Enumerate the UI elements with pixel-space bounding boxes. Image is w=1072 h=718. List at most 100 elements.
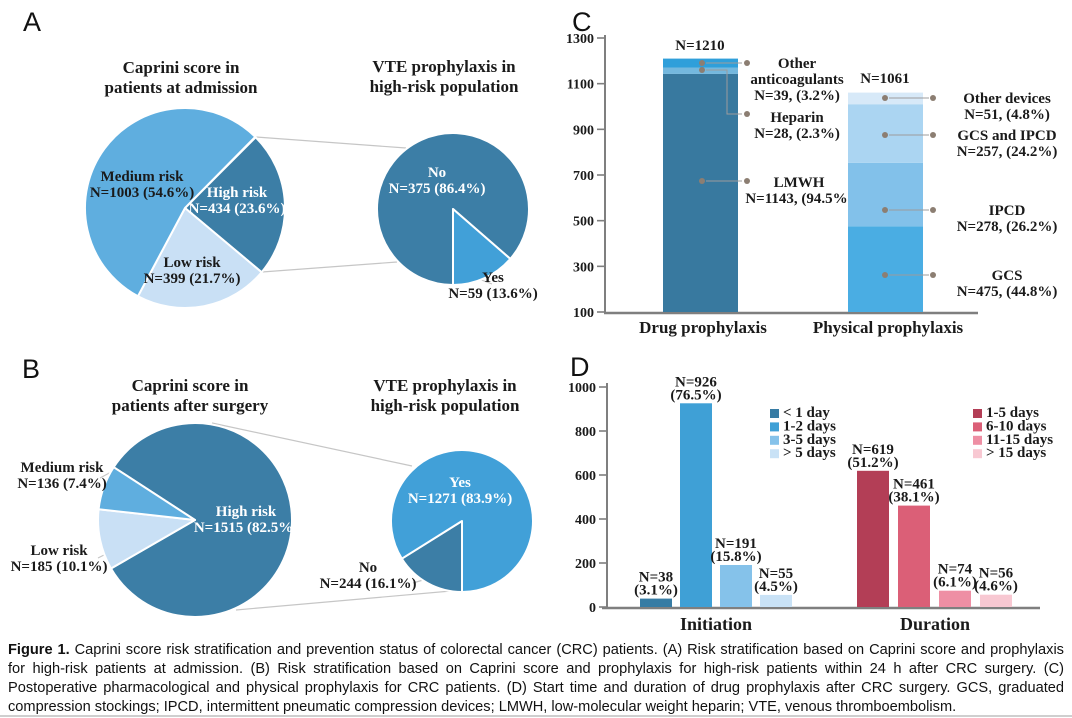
- slice-label-no: No: [428, 165, 446, 181]
- slice-value-low-risk: N=399 (21.7%): [144, 271, 241, 287]
- y-tick-label: 0: [589, 601, 596, 616]
- annotation-dot: [882, 132, 888, 138]
- group-label-duration: Duration: [900, 614, 970, 634]
- pie-title: VTE prophylaxis in: [373, 376, 517, 395]
- link-line: [211, 422, 413, 467]
- legend-swatch--15-days: [973, 449, 982, 459]
- bar-pct--1-day: (3.1%): [634, 583, 678, 599]
- pie-slice-low-risk: [136, 207, 263, 309]
- caption-prefix: Figure 1.: [8, 642, 70, 658]
- slice-label-low-risk: Low risk: [163, 255, 221, 271]
- annotation-text-gcs: N=475, (44.8%): [957, 284, 1058, 300]
- slice-value-no: N=244 (16.1%): [320, 576, 417, 592]
- legend-swatch--1-day: [770, 409, 779, 418]
- pie-title: VTE prophylaxis in: [372, 57, 516, 76]
- bar-value-11-15-days: N=74: [938, 562, 973, 578]
- annotation-text-gcs-and-ipcd: GCS and IPCD: [957, 128, 1056, 144]
- bar-pct--15-days: (4.6%): [974, 579, 1018, 595]
- annotation-text-heparin: Heparin: [770, 110, 824, 126]
- y-tick-label: 200: [575, 557, 596, 572]
- slice-label-high-risk: High risk: [216, 504, 277, 520]
- category-label-drug-prophylaxis: Drug prophylaxis: [639, 318, 767, 337]
- slice-label-high-risk: High risk: [207, 185, 268, 201]
- annotation-dot: [699, 60, 705, 66]
- pie-title: Caprini score in: [123, 58, 240, 77]
- pie-slice-medium-risk: [84, 107, 257, 298]
- slice-value-no: N=375 (86.4%): [389, 181, 486, 197]
- slice-label-medium-risk: Medium risk: [101, 169, 185, 185]
- slice-value-yes: N=59 (13.6%): [448, 286, 537, 302]
- slice-label-no: No: [359, 560, 377, 576]
- pie-title: Caprini score in: [132, 376, 249, 395]
- y-tick-label: 300: [573, 260, 594, 275]
- y-tick-label: 900: [573, 123, 594, 138]
- annotation-text-other-anticoagulants: N=39, (3.2%): [754, 88, 840, 104]
- legend-label-3-5-days: 3-5 days: [783, 432, 836, 448]
- link-line: [235, 590, 452, 611]
- legend-swatch-1-5-days: [973, 409, 982, 418]
- legend-swatch-6-10-days: [973, 422, 982, 432]
- legend-label-11-15-days: 11-15 days: [986, 432, 1053, 448]
- annotation-text-other-devices: Other devices: [963, 91, 1051, 107]
- annotation-text-ipcd: IPCD: [989, 203, 1026, 219]
- annotation-text-heparin: N=28, (2.3%): [754, 126, 840, 142]
- bar-initiation-1-2-days: [680, 403, 712, 607]
- panel-c-stacked-bar-chart: 100 300 500 700 900 1100 1300 N=1210 Drug prophy…: [566, 32, 1058, 337]
- slice-value-high-risk: N=1515 (82.5%): [194, 520, 298, 536]
- y-tick-label: 400: [575, 513, 596, 528]
- bar-segment-lmwh: [663, 73, 738, 312]
- annotation-dot: [930, 207, 936, 213]
- bar-pct--5-days: (4.5%): [754, 579, 798, 595]
- annotation-dot: [882, 272, 888, 278]
- caption-body: Caprini score risk stratification and pr…: [8, 642, 1064, 715]
- legend-label--15-days: > 15 days: [986, 445, 1046, 461]
- pie-title: patients after surgery: [112, 396, 269, 415]
- annotation-dot: [744, 178, 750, 184]
- bar-duration--15-days: [980, 594, 1012, 607]
- y-tick-label: 600: [575, 469, 596, 484]
- slice-value-yes: N=1271 (83.9%): [408, 491, 512, 507]
- bar-pct-1-5-days: (51.2%): [847, 455, 898, 471]
- panel-label-c: C: [572, 7, 592, 37]
- annotation-dot: [699, 67, 705, 73]
- slice-label-yes: Yes: [482, 270, 504, 286]
- slice-value-medium-risk: N=1003 (54.6%): [90, 185, 194, 201]
- category-label-physical-prophylaxis: Physical prophylaxis: [813, 318, 964, 337]
- bar-pct-11-15-days: (6.1%): [933, 575, 977, 591]
- pie-slice-high-risk: [110, 422, 293, 618]
- bar-initiation-3-5-days: [720, 565, 752, 607]
- annotation-text-gcs-and-ipcd: N=257, (24.2%): [957, 144, 1058, 160]
- annotation-text-other-anticoagulants: anticoagulants: [750, 72, 844, 88]
- bar-duration-11-15-days: [939, 590, 971, 607]
- legend-swatch-11-15-days: [973, 435, 982, 445]
- pie-slice-high-risk: [184, 136, 286, 274]
- legend-label-1-5-days: 1-5 days: [986, 405, 1039, 421]
- bar-initiation--5-days: [760, 594, 792, 607]
- bar-value-6-10-days: N=461: [893, 477, 935, 493]
- y-tick-label: 700: [573, 169, 594, 184]
- bottom-rule: [0, 715, 1072, 717]
- panel-label-b: B: [22, 354, 41, 384]
- bar-total-drug-prophylaxis: N=1210: [675, 38, 724, 54]
- bar-value--15-days: N=56: [979, 566, 1014, 582]
- slice-value-medium-risk: N=136 (7.4%): [17, 476, 106, 492]
- bar-segment-ipcd: [848, 162, 923, 227]
- legend-swatch-3-5-days: [770, 435, 779, 445]
- panel-d-bar-chart: 0 200 400 600 800 1000 N=38(3.1%) N=926(76.5%) N…: [568, 374, 1053, 634]
- link-line: [261, 261, 398, 273]
- slice-value-high-risk: N=434 (23.6%): [189, 201, 286, 217]
- annotation-dot: [744, 111, 750, 117]
- bar-value--5-days: N=55: [759, 566, 793, 582]
- annotation-text-lmwh: N=1143, (94.5%): [745, 191, 852, 207]
- annotation-line-heparin: [706, 69, 742, 115]
- y-tick-label: 100: [573, 306, 594, 321]
- slice-label-yes: Yes: [449, 475, 471, 491]
- annotation-text-gcs: GCS: [992, 268, 1023, 284]
- bar-total-physical-prophylaxis: N=1061: [860, 71, 909, 87]
- y-tick-label: 500: [573, 215, 594, 230]
- slice-label-low-risk: Low risk: [30, 543, 88, 559]
- pie-slice-yes: [390, 449, 534, 593]
- pie-title: high-risk population: [370, 77, 519, 96]
- bar-value-1-5-days: N=619: [852, 442, 894, 458]
